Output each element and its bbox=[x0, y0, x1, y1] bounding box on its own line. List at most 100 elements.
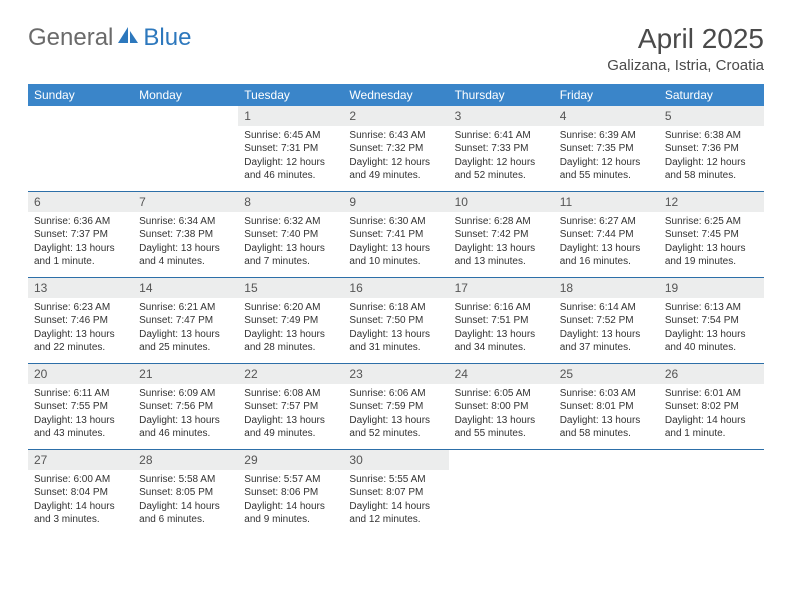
daylight-text: Daylight: 13 hours and 34 minutes. bbox=[455, 328, 548, 355]
sunrise-text: Sunrise: 6:08 AM bbox=[244, 387, 337, 401]
daylight-text: Daylight: 13 hours and 52 minutes. bbox=[349, 414, 442, 441]
location-subtitle: Galizana, Istria, Croatia bbox=[607, 57, 764, 74]
day-cell: Sunrise: 6:20 AMSunset: 7:49 PMDaylight:… bbox=[238, 298, 343, 364]
daynum-row: 12345 bbox=[28, 106, 764, 126]
sunrise-text: Sunrise: 6:23 AM bbox=[34, 301, 127, 315]
daynum-cell bbox=[659, 450, 764, 470]
sunset-text: Sunset: 7:31 PM bbox=[244, 142, 337, 156]
day-cell: Sunrise: 6:38 AMSunset: 7:36 PMDaylight:… bbox=[659, 126, 764, 192]
calendar-table: SundayMondayTuesdayWednesdayThursdayFrid… bbox=[28, 84, 764, 535]
daynum-cell: 9 bbox=[343, 192, 448, 212]
content-row: Sunrise: 6:45 AMSunset: 7:31 PM Daylight:… bbox=[28, 126, 764, 192]
day-cell: Sunrise: 6:41 AMSunset: 7:33 PMDaylight:… bbox=[449, 126, 554, 192]
sunrise-text: Sunrise: 6:09 AM bbox=[139, 387, 232, 401]
daynum-cell bbox=[449, 450, 554, 470]
daylight-text: Daylight: 14 hours and 6 minutes. bbox=[139, 500, 232, 527]
sunrise-text: Sunrise: 6:21 AM bbox=[139, 301, 232, 315]
daynum-cell: 25 bbox=[554, 364, 659, 384]
day-cell: Sunrise: 6:25 AMSunset: 7:45 PMDaylight:… bbox=[659, 212, 764, 278]
sunrise-text: Sunrise: 6:34 AM bbox=[139, 215, 232, 229]
daynum-cell: 22 bbox=[238, 364, 343, 384]
daylight-text: Daylight: 14 hours and 12 minutes. bbox=[349, 500, 442, 527]
sunrise-text: Sunrise: 5:55 AM bbox=[349, 473, 442, 487]
sunset-text: Sunset: 7:44 PM bbox=[560, 228, 653, 242]
day-cell: Sunrise: 6:30 AMSunset: 7:41 PMDaylight:… bbox=[343, 212, 448, 278]
daylight-text: Daylight: 13 hours and 4 minutes. bbox=[139, 242, 232, 269]
logo-text-general: General bbox=[28, 24, 113, 52]
sunrise-text: Sunrise: 6:38 AM bbox=[665, 129, 758, 143]
daynum-cell: 19 bbox=[659, 278, 764, 298]
daynum-cell: 15 bbox=[238, 278, 343, 298]
daylight-text: Daylight: 13 hours and 7 minutes. bbox=[244, 242, 337, 269]
sunrise-text: Sunrise: 6:16 AM bbox=[455, 301, 548, 315]
dow-header-cell: Wednesday bbox=[343, 84, 448, 106]
sunset-text: Sunset: 7:32 PM bbox=[349, 142, 442, 156]
day-cell: Sunrise: 6:16 AMSunset: 7:51 PMDaylight:… bbox=[449, 298, 554, 364]
sunset-text: Sunset: 7:37 PM bbox=[34, 228, 127, 242]
sunrise-text: Sunrise: 6:36 AM bbox=[34, 215, 127, 229]
daynum-cell bbox=[554, 450, 659, 470]
daynum-row: 27282930 bbox=[28, 450, 764, 470]
day-cell: Sunrise: 6:45 AMSunset: 7:31 PMDaylight:… bbox=[238, 126, 343, 192]
day-cell: Sunrise: 6:36 AMSunset: 7:37 PMDaylight:… bbox=[28, 212, 133, 278]
daynum-cell: 11 bbox=[554, 192, 659, 212]
daylight-text: Daylight: 12 hours and 58 minutes. bbox=[665, 156, 758, 183]
sunset-text: Sunset: 7:36 PM bbox=[665, 142, 758, 156]
dow-header-cell: Sunday bbox=[28, 84, 133, 106]
daylight-text: Daylight: 13 hours and 37 minutes. bbox=[560, 328, 653, 355]
sunset-text: Sunset: 7:50 PM bbox=[349, 314, 442, 328]
daylight-text: Daylight: 13 hours and 49 minutes. bbox=[244, 414, 337, 441]
day-cell: Sunrise: 6:03 AMSunset: 8:01 PMDaylight:… bbox=[554, 384, 659, 450]
calendar-page: General Blue April 2025 Galizana, Istria… bbox=[0, 0, 792, 559]
dow-header-cell: Thursday bbox=[449, 84, 554, 106]
daylight-text: Daylight: 13 hours and 13 minutes. bbox=[455, 242, 548, 269]
sunrise-text: Sunrise: 5:57 AM bbox=[244, 473, 337, 487]
day-cell: Sunrise: 6:01 AMSunset: 8:02 PMDaylight:… bbox=[659, 384, 764, 450]
sunset-text: Sunset: 7:57 PM bbox=[244, 400, 337, 414]
day-cell bbox=[554, 470, 659, 535]
daylight-text: Daylight: 13 hours and 16 minutes. bbox=[560, 242, 653, 269]
header: General Blue April 2025 Galizana, Istria… bbox=[28, 24, 764, 74]
sunrise-text: Sunrise: 6:45 AM bbox=[244, 129, 337, 143]
content-row: Sunrise: 6:36 AMSunset: 7:37 PM Daylight:… bbox=[28, 212, 764, 278]
daynum-cell: 12 bbox=[659, 192, 764, 212]
day-cell: Sunrise: 6:09 AMSunset: 7:56 PMDaylight:… bbox=[133, 384, 238, 450]
dow-header-cell: Tuesday bbox=[238, 84, 343, 106]
daylight-text: Daylight: 14 hours and 9 minutes. bbox=[244, 500, 337, 527]
day-cell: Sunrise: 6:00 AMSunset: 8:04 PMDaylight:… bbox=[28, 470, 133, 535]
daynum-cell: 13 bbox=[28, 278, 133, 298]
sunset-text: Sunset: 7:55 PM bbox=[34, 400, 127, 414]
title-block: April 2025 Galizana, Istria, Croatia bbox=[607, 24, 764, 74]
day-cell: Sunrise: 6:27 AMSunset: 7:44 PMDaylight:… bbox=[554, 212, 659, 278]
day-cell: Sunrise: 6:28 AMSunset: 7:42 PMDaylight:… bbox=[449, 212, 554, 278]
daynum-cell: 7 bbox=[133, 192, 238, 212]
content-row: Sunrise: 6:23 AMSunset: 7:46 PMDaylight:… bbox=[28, 298, 764, 364]
daynum-cell: 4 bbox=[554, 106, 659, 126]
daynum-row: 13141516171819 bbox=[28, 278, 764, 298]
daylight-text: Daylight: 13 hours and 19 minutes. bbox=[665, 242, 758, 269]
sunset-text: Sunset: 7:56 PM bbox=[139, 400, 232, 414]
sunset-text: Sunset: 7:42 PM bbox=[455, 228, 548, 242]
daynum-cell: 28 bbox=[133, 450, 238, 470]
sunset-text: Sunset: 7:33 PM bbox=[455, 142, 548, 156]
sunset-text: Sunset: 7:40 PM bbox=[244, 228, 337, 242]
sunrise-text: Sunrise: 6:18 AM bbox=[349, 301, 442, 315]
sunrise-text: Sunrise: 6:11 AM bbox=[34, 387, 127, 401]
daynum-cell: 26 bbox=[659, 364, 764, 384]
sunset-text: Sunset: 7:52 PM bbox=[560, 314, 653, 328]
day-cell: Sunrise: 6:13 AMSunset: 7:54 PMDaylight:… bbox=[659, 298, 764, 364]
daylight-text: Daylight: 13 hours and 40 minutes. bbox=[665, 328, 758, 355]
day-cell: Sunrise: 5:57 AMSunset: 8:06 PMDaylight:… bbox=[238, 470, 343, 535]
day-cell: Sunrise: 6:21 AMSunset: 7:47 PMDaylight:… bbox=[133, 298, 238, 364]
sunrise-text: Sunrise: 6:30 AM bbox=[349, 215, 442, 229]
sunset-text: Sunset: 8:06 PM bbox=[244, 486, 337, 500]
daylight-text: Daylight: 13 hours and 22 minutes. bbox=[34, 328, 127, 355]
daylight-text: Daylight: 14 hours and 1 minute. bbox=[665, 414, 758, 441]
daynum-cell: 20 bbox=[28, 364, 133, 384]
day-cell: Sunrise: 6:34 AMSunset: 7:38 PMDaylight:… bbox=[133, 212, 238, 278]
sunrise-text: Sunrise: 6:01 AM bbox=[665, 387, 758, 401]
daynum-cell: 23 bbox=[343, 364, 448, 384]
day-cell bbox=[133, 126, 238, 192]
sunrise-text: Sunrise: 6:32 AM bbox=[244, 215, 337, 229]
daynum-cell: 17 bbox=[449, 278, 554, 298]
